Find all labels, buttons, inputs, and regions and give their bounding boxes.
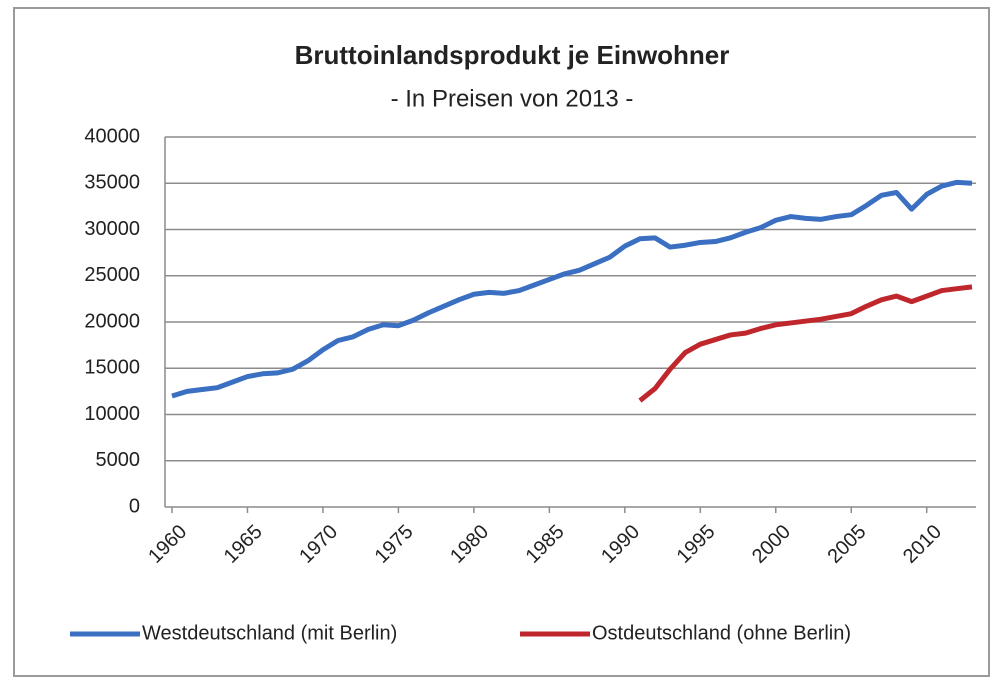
legend-label: Ostdeutschland (ohne Berlin) <box>592 622 851 644</box>
y-tick-label: 20000 <box>84 310 140 332</box>
y-tick-label: 5000 <box>96 449 141 471</box>
series-line <box>171 179 973 399</box>
legend-label: Westdeutschland (mit Berlin) <box>142 622 397 644</box>
series-line <box>638 284 973 403</box>
y-tick-label: 10000 <box>84 403 140 425</box>
chart-frame <box>13 7 990 677</box>
y-tick-label: 40000 <box>84 125 140 147</box>
y-tick-label: 15000 <box>84 357 140 379</box>
y-tick-label: 35000 <box>84 172 140 194</box>
chart-subtitle: - In Preisen von 2013 - <box>391 85 634 112</box>
y-tick-label: 30000 <box>84 218 140 240</box>
y-tick-label: 25000 <box>84 264 140 286</box>
chart-title: Bruttoinlandsprodukt je Einwohner <box>295 40 730 70</box>
y-tick-label: 0 <box>129 495 140 517</box>
